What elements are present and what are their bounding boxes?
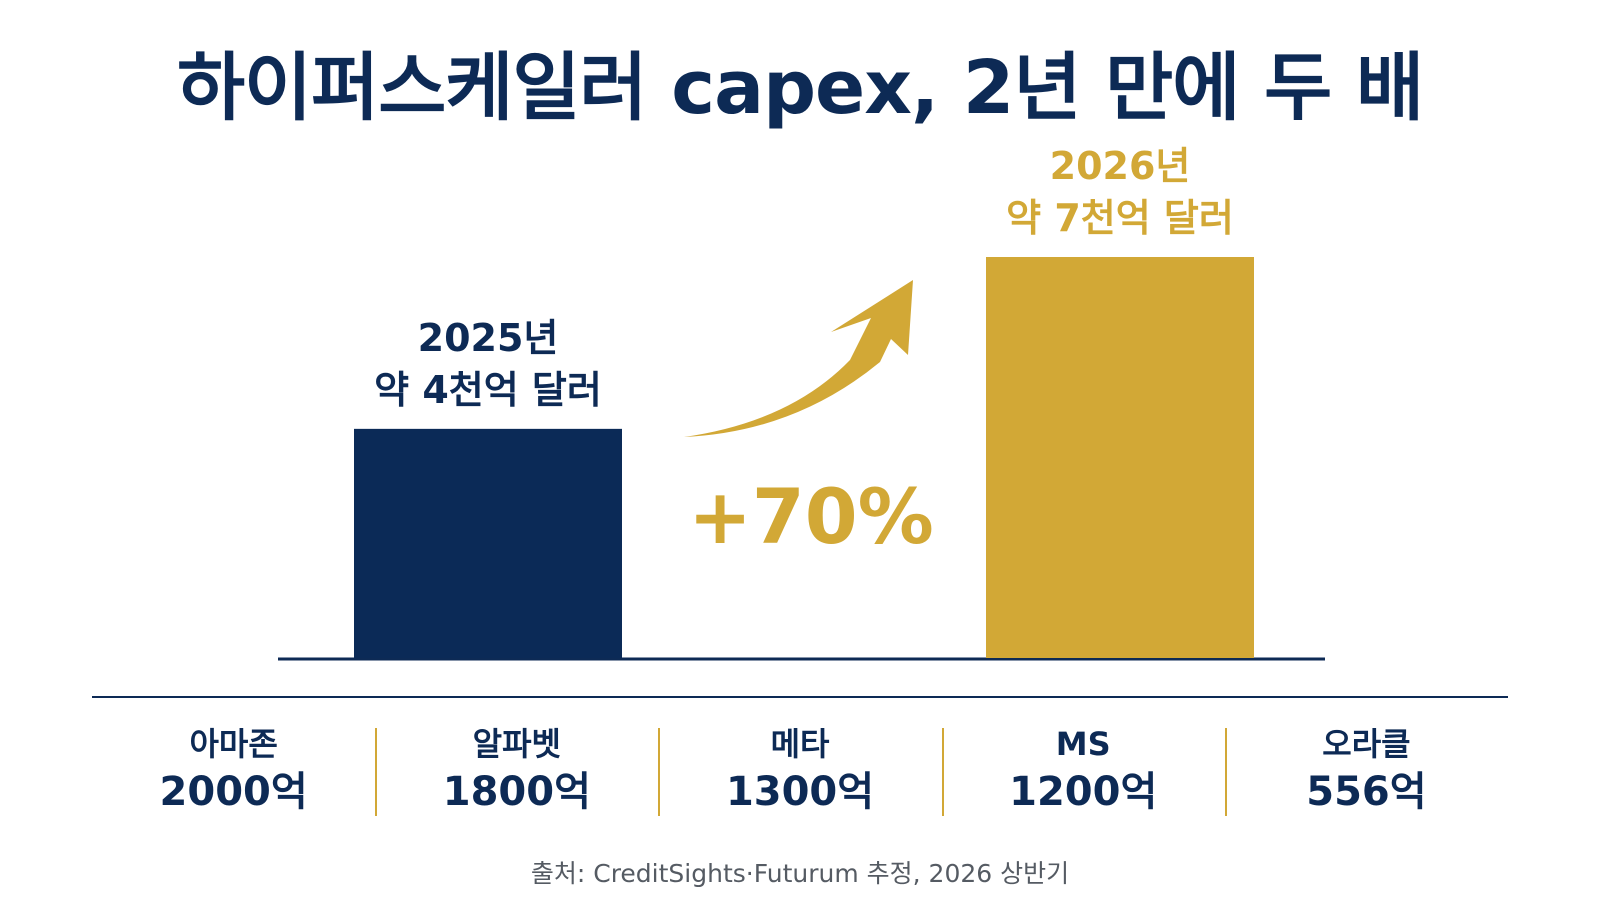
section-divider [92,696,1508,698]
bar-2026 [986,257,1254,658]
bar-year-label: 2026년 [1050,144,1191,188]
company-name: 알파벳 [472,725,561,763]
chart-title: 하이퍼스케일러 capex, 2년 만에 두 배 [176,45,1424,131]
company-value: 1200억 [1009,769,1158,815]
company-value: 1800억 [442,769,591,815]
company-value: 2000억 [159,769,308,815]
company-name: 아마존 [189,725,278,763]
company-breakdown: 아마존 2000억 알파벳 1800억 메타 1300억 MS 1200억 오라… [92,720,1508,820]
company-item: 아마존 2000억 [92,720,375,820]
company-item: MS 1200억 [941,720,1225,820]
bar-year-label: 2025년 [418,316,559,360]
company-item: 메타 1300억 [658,720,941,820]
bar-2025 [354,428,622,658]
company-name: MS [1055,725,1111,763]
curved-up-arrow-icon [684,280,913,437]
company-item: 알파벳 1800억 [375,720,658,820]
company-value: 556억 [1306,769,1427,815]
bar-value-label: 약 7천억 달러 [1006,196,1234,240]
company-name: 오라클 [1322,725,1411,763]
growth-annotation: +70% [688,472,934,561]
company-item: 오라클 556억 [1224,720,1508,820]
company-name: 메타 [770,725,830,763]
company-value: 1300억 [725,769,875,815]
bar-value-label: 약 4천억 달러 [374,368,602,412]
source-note: 출처: CreditSights·Futurum 추정, 2026 상반기 [530,859,1070,888]
